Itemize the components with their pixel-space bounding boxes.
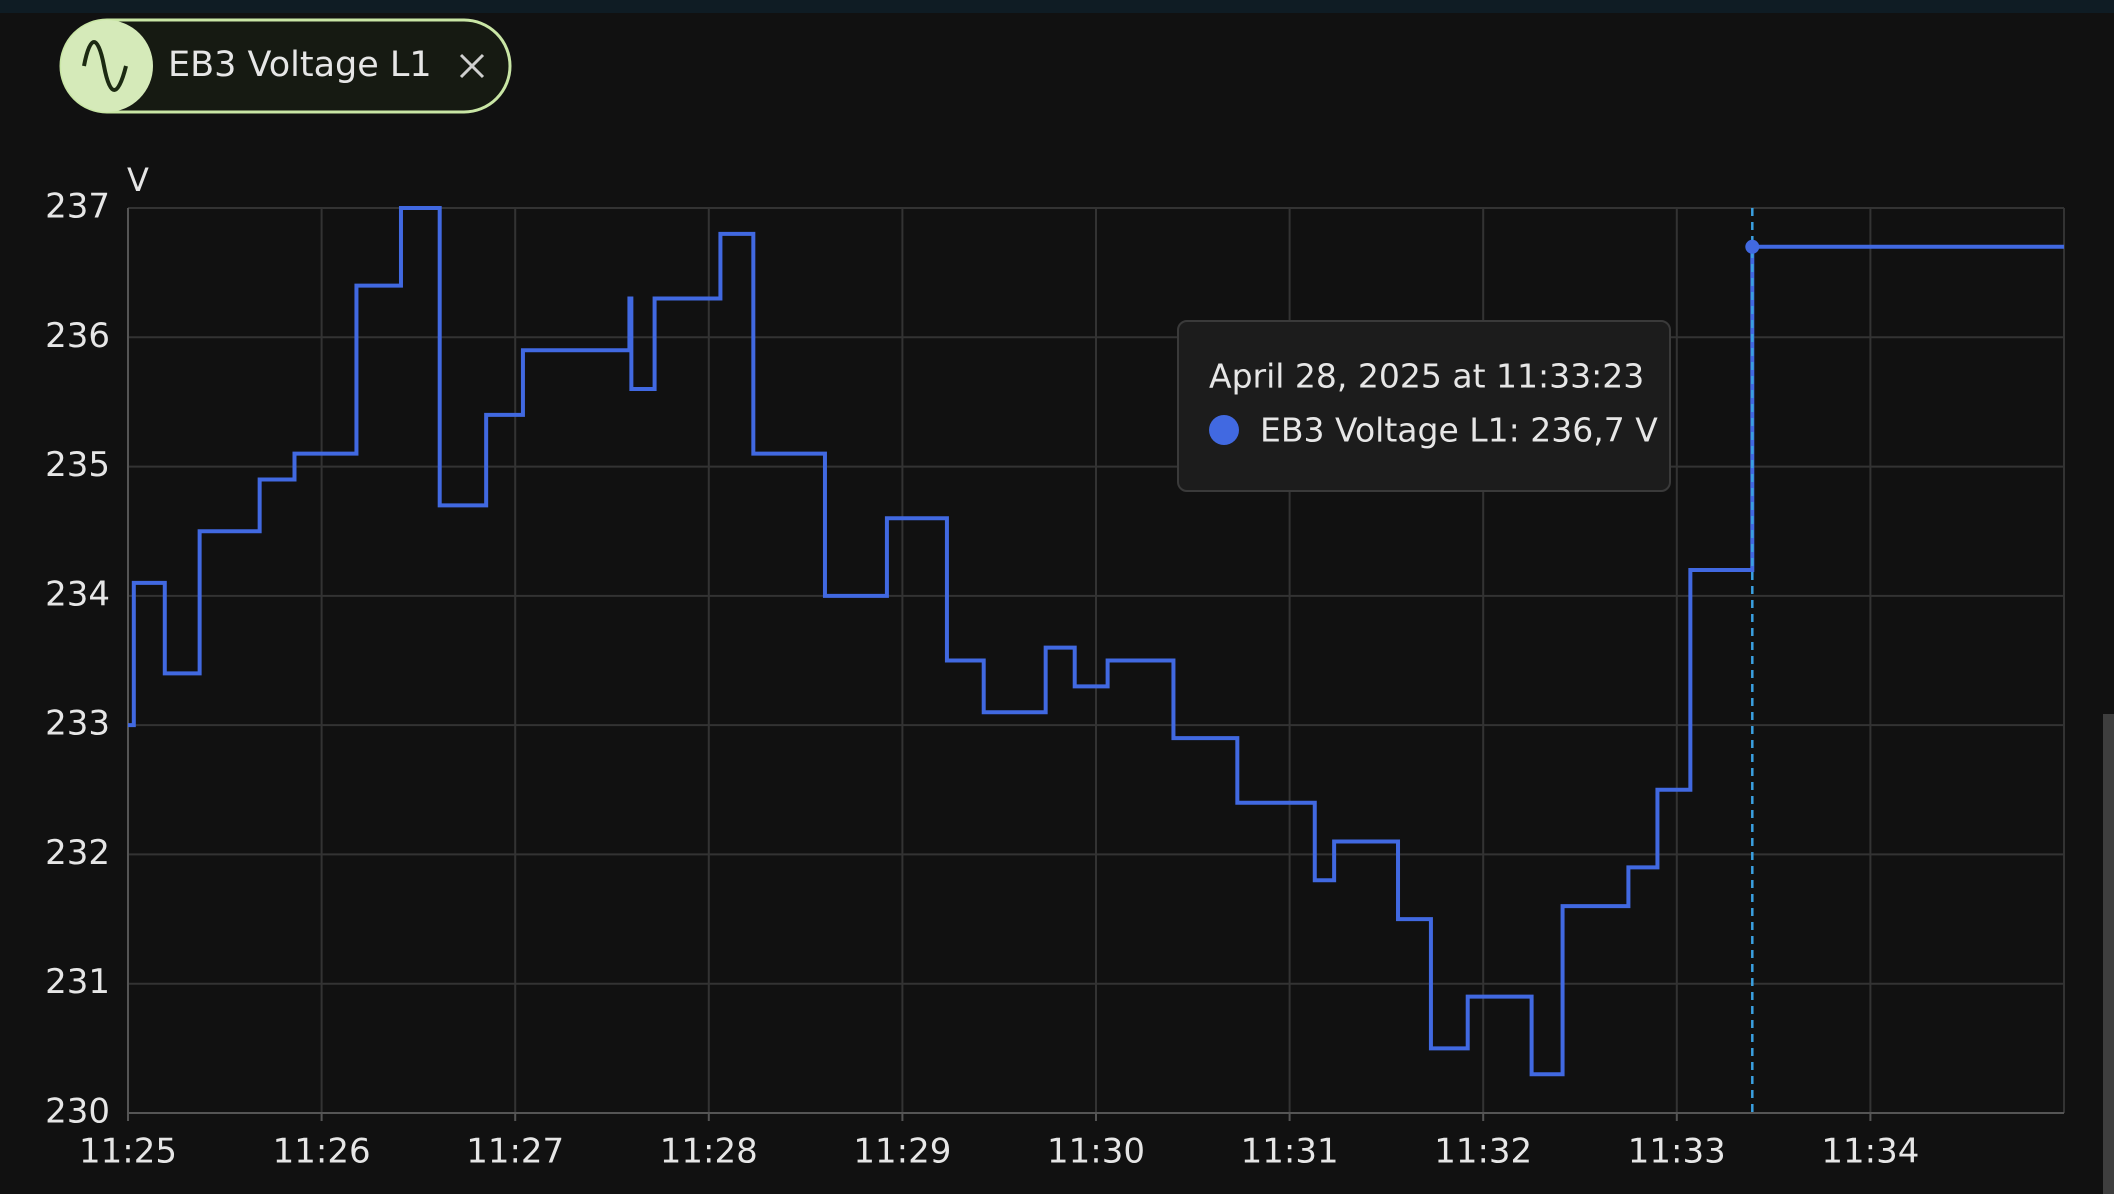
y-tick-label: 236 bbox=[45, 316, 110, 356]
x-tick-label: 11:26 bbox=[273, 1132, 371, 1172]
y-tick-label: 233 bbox=[45, 704, 110, 744]
x-tick-label: 11:33 bbox=[1628, 1132, 1726, 1172]
x-tick-label: 11:29 bbox=[853, 1132, 951, 1172]
chip-close[interactable] bbox=[459, 53, 485, 79]
legend-chip[interactable]: EB3 Voltage L1 bbox=[59, 18, 512, 114]
plot: 230 231 232 233 234 235 236 237 11:25 11:26 11:27 1… bbox=[45, 187, 2065, 1172]
series-line bbox=[128, 206, 2064, 1077]
hover-point bbox=[1745, 239, 1760, 254]
y-tick-label: 231 bbox=[45, 962, 110, 1002]
x-tick-label: 11:34 bbox=[1821, 1132, 1919, 1172]
x-tick-label: 11:28 bbox=[660, 1132, 758, 1172]
x-tick-label: 11:30 bbox=[1047, 1132, 1145, 1172]
tooltip-title: April 28, 2025 at 11:33:23 bbox=[1209, 357, 1644, 396]
x-tick-label: 11:25 bbox=[79, 1132, 177, 1172]
tooltip-label: EB3 Voltage L1: 236,7 V bbox=[1260, 411, 1658, 450]
y-tick-label: 237 bbox=[45, 187, 110, 227]
y-tick-label: 235 bbox=[45, 445, 110, 485]
x-tick-label: 11:32 bbox=[1434, 1132, 1532, 1172]
y-tick-label: 232 bbox=[45, 833, 110, 873]
scrollbar bbox=[2103, 714, 2114, 1194]
y-tick-label: 234 bbox=[45, 574, 110, 614]
x-tick-label: 11:31 bbox=[1241, 1132, 1339, 1172]
y-unit: V bbox=[127, 161, 149, 199]
x-tick-label: 11:27 bbox=[466, 1132, 564, 1172]
tooltip-box bbox=[1177, 320, 1671, 492]
top-bar bbox=[0, 0, 2114, 13]
chip-icon-bg bbox=[61, 20, 153, 112]
y-tick-label: 230 bbox=[45, 1092, 110, 1132]
tooltip-dot bbox=[1209, 415, 1239, 445]
chip-label: EB3 Voltage L1 bbox=[168, 45, 432, 85]
chip-icon bbox=[82, 40, 128, 92]
